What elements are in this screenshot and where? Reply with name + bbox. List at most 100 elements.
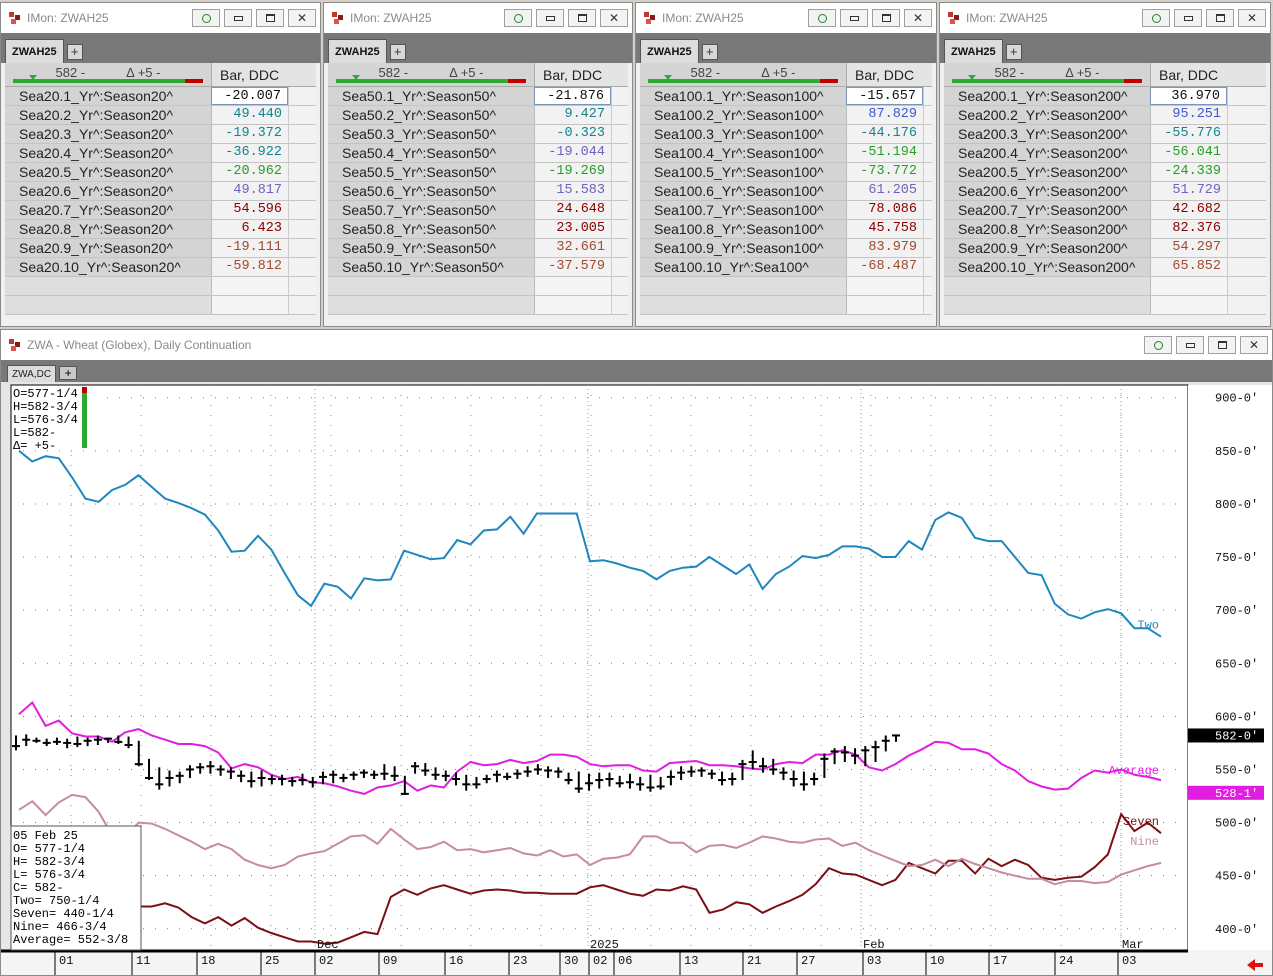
close-button[interactable]: ✕: [1240, 336, 1268, 354]
table-row[interactable]: Sea50.9_Yr^:Season50^ 32.661: [328, 239, 628, 258]
table-row[interactable]: Sea50.1_Yr^:Season50^ -21.876: [328, 87, 628, 106]
monitor-titlebar[interactable]: IMon: ZWAH25 ✕: [1, 3, 320, 33]
table-row[interactable]: Sea100.5_Yr^:Season100^ -73.772: [640, 163, 932, 182]
study-value[interactable]: 65.852: [1150, 258, 1227, 276]
study-value[interactable]: 54.596: [211, 201, 288, 219]
study-value[interactable]: 51.729: [1150, 182, 1227, 200]
study-value[interactable]: 9.427: [534, 106, 611, 124]
table-row[interactable]: Sea20.1_Yr^:Season20^ -20.007: [5, 87, 316, 106]
table-row[interactable]: Sea200.8_Yr^:Season200^ 82.376: [944, 220, 1266, 239]
add-tab-button[interactable]: +: [389, 44, 406, 60]
table-row[interactable]: Sea200.7_Yr^:Season200^ 42.682: [944, 201, 1266, 220]
study-value[interactable]: -19.111: [211, 239, 288, 257]
study-value[interactable]: -20.962: [211, 163, 288, 181]
study-value[interactable]: 87.829: [846, 106, 923, 124]
study-value[interactable]: -19.372: [211, 125, 288, 143]
price-chart[interactable]: 900-0' 850-0' 800-0' 750-0' 700-0' 650-0' 600-…: [1, 382, 1272, 975]
link-status-icon[interactable]: [1142, 9, 1170, 27]
study-value[interactable]: -0.323: [534, 125, 611, 143]
empty-row[interactable]: [944, 277, 1266, 296]
add-tab-button[interactable]: +: [1005, 44, 1022, 60]
table-row[interactable]: Sea100.6_Yr^:Season100^ 61.205: [640, 182, 932, 201]
minimize-button[interactable]: [224, 9, 252, 27]
study-value[interactable]: -15.657: [846, 87, 923, 105]
table-row[interactable]: Sea20.3_Yr^:Season20^ -19.372: [5, 125, 316, 144]
close-button[interactable]: ✕: [1238, 9, 1266, 27]
study-value[interactable]: 49.817: [211, 182, 288, 200]
study-value[interactable]: -36.922: [211, 144, 288, 162]
empty-row[interactable]: [5, 277, 316, 296]
table-row[interactable]: Sea20.6_Yr^:Season20^ 49.817: [5, 182, 316, 201]
monitor-titlebar[interactable]: IMon: ZWAH25 ✕: [324, 3, 632, 33]
close-button[interactable]: ✕: [288, 9, 316, 27]
maximize-button[interactable]: [568, 9, 596, 27]
table-row[interactable]: Sea50.2_Yr^:Season50^ 9.427: [328, 106, 628, 125]
table-row[interactable]: Sea200.2_Yr^:Season200^ 95.251: [944, 106, 1266, 125]
study-value[interactable]: 61.205: [846, 182, 923, 200]
study-value[interactable]: -73.772: [846, 163, 923, 181]
table-row[interactable]: Sea50.5_Yr^:Season50^ -19.269: [328, 163, 628, 182]
table-row[interactable]: Sea20.10_Yr^:Season20^ -59.812: [5, 258, 316, 277]
study-value[interactable]: 24.648: [534, 201, 611, 219]
table-row[interactable]: Sea200.4_Yr^:Season200^ -56.041: [944, 144, 1266, 163]
empty-row[interactable]: [640, 296, 932, 315]
study-value[interactable]: 54.297: [1150, 239, 1227, 257]
tab-zwah25[interactable]: ZWAH25: [5, 39, 64, 63]
empty-row[interactable]: [328, 277, 628, 296]
link-status-icon[interactable]: [1144, 336, 1172, 354]
tab-zwa-dc[interactable]: ZWA,DC: [7, 365, 57, 382]
table-row[interactable]: Sea20.2_Yr^:Season20^ 49.440: [5, 106, 316, 125]
tab-zwah25[interactable]: ZWAH25: [944, 39, 1003, 63]
study-value[interactable]: -24.339: [1150, 163, 1227, 181]
monitor-titlebar[interactable]: IMon: ZWAH25 ✕: [636, 3, 936, 33]
tab-zwah25[interactable]: ZWAH25: [640, 39, 699, 63]
maximize-button[interactable]: [872, 9, 900, 27]
table-row[interactable]: Sea200.6_Yr^:Season200^ 51.729: [944, 182, 1266, 201]
empty-row[interactable]: [328, 296, 628, 315]
study-value[interactable]: 6.423: [211, 220, 288, 238]
table-row[interactable]: Sea100.7_Yr^:Season100^ 78.086: [640, 201, 932, 220]
scroll-to-end-icon[interactable]: [1247, 959, 1263, 971]
table-row[interactable]: Sea200.3_Yr^:Season200^ -55.776: [944, 125, 1266, 144]
table-row[interactable]: Sea200.10_Yr^:Season200^ 65.852: [944, 258, 1266, 277]
link-status-icon[interactable]: [808, 9, 836, 27]
study-value[interactable]: -55.776: [1150, 125, 1227, 143]
table-row[interactable]: Sea50.8_Yr^:Season50^ 23.005: [328, 220, 628, 239]
study-value[interactable]: 83.979: [846, 239, 923, 257]
study-value[interactable]: 49.440: [211, 106, 288, 124]
study-value[interactable]: 82.376: [1150, 220, 1227, 238]
table-row[interactable]: Sea50.6_Yr^:Season50^ 15.583: [328, 182, 628, 201]
study-value[interactable]: 15.583: [534, 182, 611, 200]
table-row[interactable]: Sea200.9_Yr^:Season200^ 54.297: [944, 239, 1266, 258]
table-row[interactable]: Sea20.5_Yr^:Season20^ -20.962: [5, 163, 316, 182]
study-value[interactable]: -20.007: [211, 87, 288, 105]
minimize-button[interactable]: [1176, 336, 1204, 354]
table-row[interactable]: Sea50.7_Yr^:Season50^ 24.648: [328, 201, 628, 220]
link-status-icon[interactable]: [504, 9, 532, 27]
study-value[interactable]: 36.970: [1150, 87, 1227, 105]
study-value[interactable]: -44.176: [846, 125, 923, 143]
study-value[interactable]: -19.269: [534, 163, 611, 181]
study-value[interactable]: 32.661: [534, 239, 611, 257]
add-tab-button[interactable]: +: [66, 44, 83, 60]
study-value[interactable]: 45.758: [846, 220, 923, 238]
column-header[interactable]: Bar, DDC: [846, 63, 932, 86]
maximize-button[interactable]: [256, 9, 284, 27]
study-value[interactable]: -59.812: [211, 258, 288, 276]
minimize-button[interactable]: [536, 9, 564, 27]
study-value[interactable]: -19.044: [534, 144, 611, 162]
study-value[interactable]: -21.876: [534, 87, 611, 105]
table-row[interactable]: Sea200.5_Yr^:Season200^ -24.339: [944, 163, 1266, 182]
table-row[interactable]: Sea20.7_Yr^:Season20^ 54.596: [5, 201, 316, 220]
close-button[interactable]: ✕: [600, 9, 628, 27]
maximize-button[interactable]: [1206, 9, 1234, 27]
table-row[interactable]: Sea100.1_Yr^:Season100^ -15.657: [640, 87, 932, 106]
chart-titlebar[interactable]: ZWA - Wheat (Globex), Daily Continuation…: [1, 330, 1272, 360]
study-value[interactable]: 78.086: [846, 201, 923, 219]
column-header[interactable]: Bar, DDC: [534, 63, 628, 86]
add-tab-button[interactable]: +: [59, 366, 78, 380]
table-row[interactable]: Sea50.10_Yr^:Season50^ -37.579: [328, 258, 628, 277]
column-header[interactable]: Bar, DDC: [211, 63, 316, 86]
study-value[interactable]: -56.041: [1150, 144, 1227, 162]
maximize-button[interactable]: [1208, 336, 1236, 354]
